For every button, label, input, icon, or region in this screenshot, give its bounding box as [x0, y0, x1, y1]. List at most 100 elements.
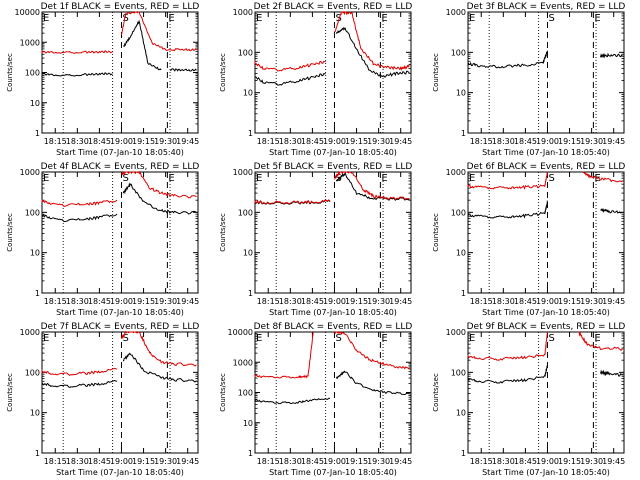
marker-label: S	[548, 333, 554, 344]
x-tick-label: 18:45	[301, 137, 324, 146]
events-series-line	[600, 207, 623, 214]
x-axis-label: Start Time (07-Jan-10 18:05:40)	[482, 468, 610, 477]
x-tick-label: 18:30	[66, 137, 89, 146]
x-tick-label: 18:45	[88, 137, 111, 146]
x-tick-label: 19:00	[536, 137, 559, 146]
x-tick-label: 18:45	[301, 457, 324, 466]
y-tick-label: 1000	[233, 358, 253, 367]
x-tick-label: 19:45	[389, 457, 412, 466]
x-tick-label: 18:30	[279, 297, 302, 306]
marker-label: E	[168, 173, 174, 184]
x-tick-label: 19:30	[580, 297, 603, 306]
y-axis-label: Counts/sec	[432, 373, 440, 412]
marker-label: E	[469, 13, 475, 24]
y-tick-label: 1000	[233, 8, 253, 17]
y-tick-label: 10	[243, 419, 253, 428]
y-axis-label: Counts/sec	[6, 53, 14, 92]
x-tick-label: 18:30	[279, 457, 302, 466]
marker-label: E	[381, 333, 387, 344]
detector-panel-2f: Det 2f BLACK = Events, RED = LLD Counts/s…	[219, 2, 412, 157]
y-tick-label: 1	[35, 289, 40, 298]
events-series-line	[335, 171, 410, 201]
plot-frame	[254, 331, 412, 454]
x-axis-label: Start Time (07-Jan-10 18:05:40)	[56, 468, 184, 477]
plot-frame	[41, 171, 199, 294]
marker-label: E	[381, 13, 387, 24]
marker-label: S	[122, 333, 128, 344]
panel-title: Det 1f BLACK = Events, RED = LLD	[41, 2, 200, 12]
x-axis-label: Start Time (07-Jan-10 18:05:40)	[482, 148, 610, 157]
panel-title: Det 2f BLACK = Events, RED = LLD	[254, 2, 413, 12]
plot-frame	[41, 331, 199, 454]
x-tick-label: 18:15	[44, 297, 67, 306]
detector-panel-8f: Det 8f BLACK = Events, RED = LLD Counts/s…	[219, 322, 412, 477]
marker-label: E	[256, 13, 262, 24]
x-tick-label: 18:30	[66, 297, 89, 306]
x-axis-label: Start Time (07-Jan-10 18:05:40)	[482, 308, 610, 317]
y-axis-label: Counts/sec	[432, 213, 440, 252]
x-tick-label: 19:00	[323, 457, 346, 466]
x-tick-label: 19:00	[110, 137, 133, 146]
lld-series-line	[582, 171, 623, 183]
x-tick-label: 18:45	[514, 457, 537, 466]
plot-frame	[467, 171, 625, 294]
x-tick-label: 19:15	[558, 297, 581, 306]
y-axis-label: Counts/sec	[6, 213, 14, 252]
x-tick-label: 19:30	[367, 457, 390, 466]
x-tick-label: 19:00	[110, 457, 133, 466]
y-tick-label: 100	[238, 389, 253, 398]
x-tick-label: 18:15	[44, 137, 67, 146]
y-tick-label: 100	[451, 208, 466, 217]
events-series-line	[600, 369, 623, 377]
x-tick-label: 18:15	[257, 457, 280, 466]
x-tick-label: 18:45	[301, 297, 324, 306]
events-series-line	[467, 365, 548, 384]
lld-series-line	[41, 199, 118, 207]
marker-label: E	[43, 13, 49, 24]
events-series-line	[335, 370, 410, 396]
marker-label: E	[256, 173, 262, 184]
x-tick-label: 19:45	[176, 137, 199, 146]
x-tick-label: 19:15	[132, 457, 155, 466]
marker-label: S	[548, 173, 554, 184]
marker-label: E	[168, 333, 174, 344]
events-series-line	[122, 182, 197, 215]
y-tick-label: 1000	[446, 328, 466, 337]
y-tick-label: 100	[451, 368, 466, 377]
plot-frame	[41, 11, 199, 134]
x-axis-label: Start Time (07-Jan-10 18:05:40)	[56, 148, 184, 157]
marker-label: S	[335, 333, 341, 344]
plot-frame	[467, 11, 625, 134]
y-tick-label: 10000	[228, 328, 253, 337]
x-tick-label: 19:15	[345, 137, 368, 146]
detector-panel-9f: Det 9f BLACK = Events, RED = LLD Counts/s…	[432, 322, 625, 477]
x-tick-label: 19:45	[602, 297, 625, 306]
x-tick-label: 18:30	[66, 457, 89, 466]
y-tick-label: 1000	[233, 168, 253, 177]
y-tick-label: 1	[248, 129, 253, 138]
x-tick-label: 18:30	[492, 137, 515, 146]
y-tick-label: 1000	[446, 8, 466, 17]
y-tick-label: 100	[25, 368, 40, 377]
lld-series-line	[467, 331, 548, 361]
panel-title: Det 7f BLACK = Events, RED = LLD	[41, 322, 200, 332]
events-series-line	[41, 379, 118, 388]
panel-title: Det 3f BLACK = Events, RED = LLD	[467, 2, 626, 12]
y-tick-label: 10	[243, 249, 253, 258]
y-axis-label: Counts/sec	[432, 53, 440, 92]
marker-label: E	[43, 333, 49, 344]
events-series-line	[467, 199, 548, 219]
marker-label: E	[594, 333, 600, 344]
x-tick-label: 19:15	[345, 297, 368, 306]
x-tick-label: 18:45	[514, 297, 537, 306]
x-tick-label: 18:15	[470, 297, 493, 306]
plot-frame	[254, 11, 412, 134]
x-tick-label: 18:15	[257, 137, 280, 146]
x-tick-label: 19:00	[323, 297, 346, 306]
y-tick-label: 10	[456, 249, 466, 258]
lld-series-line	[254, 331, 314, 379]
lld-series-line	[41, 367, 118, 376]
marker-label: E	[469, 173, 475, 184]
detector-panel-3f: Det 3f BLACK = Events, RED = LLD Counts/s…	[432, 2, 625, 157]
